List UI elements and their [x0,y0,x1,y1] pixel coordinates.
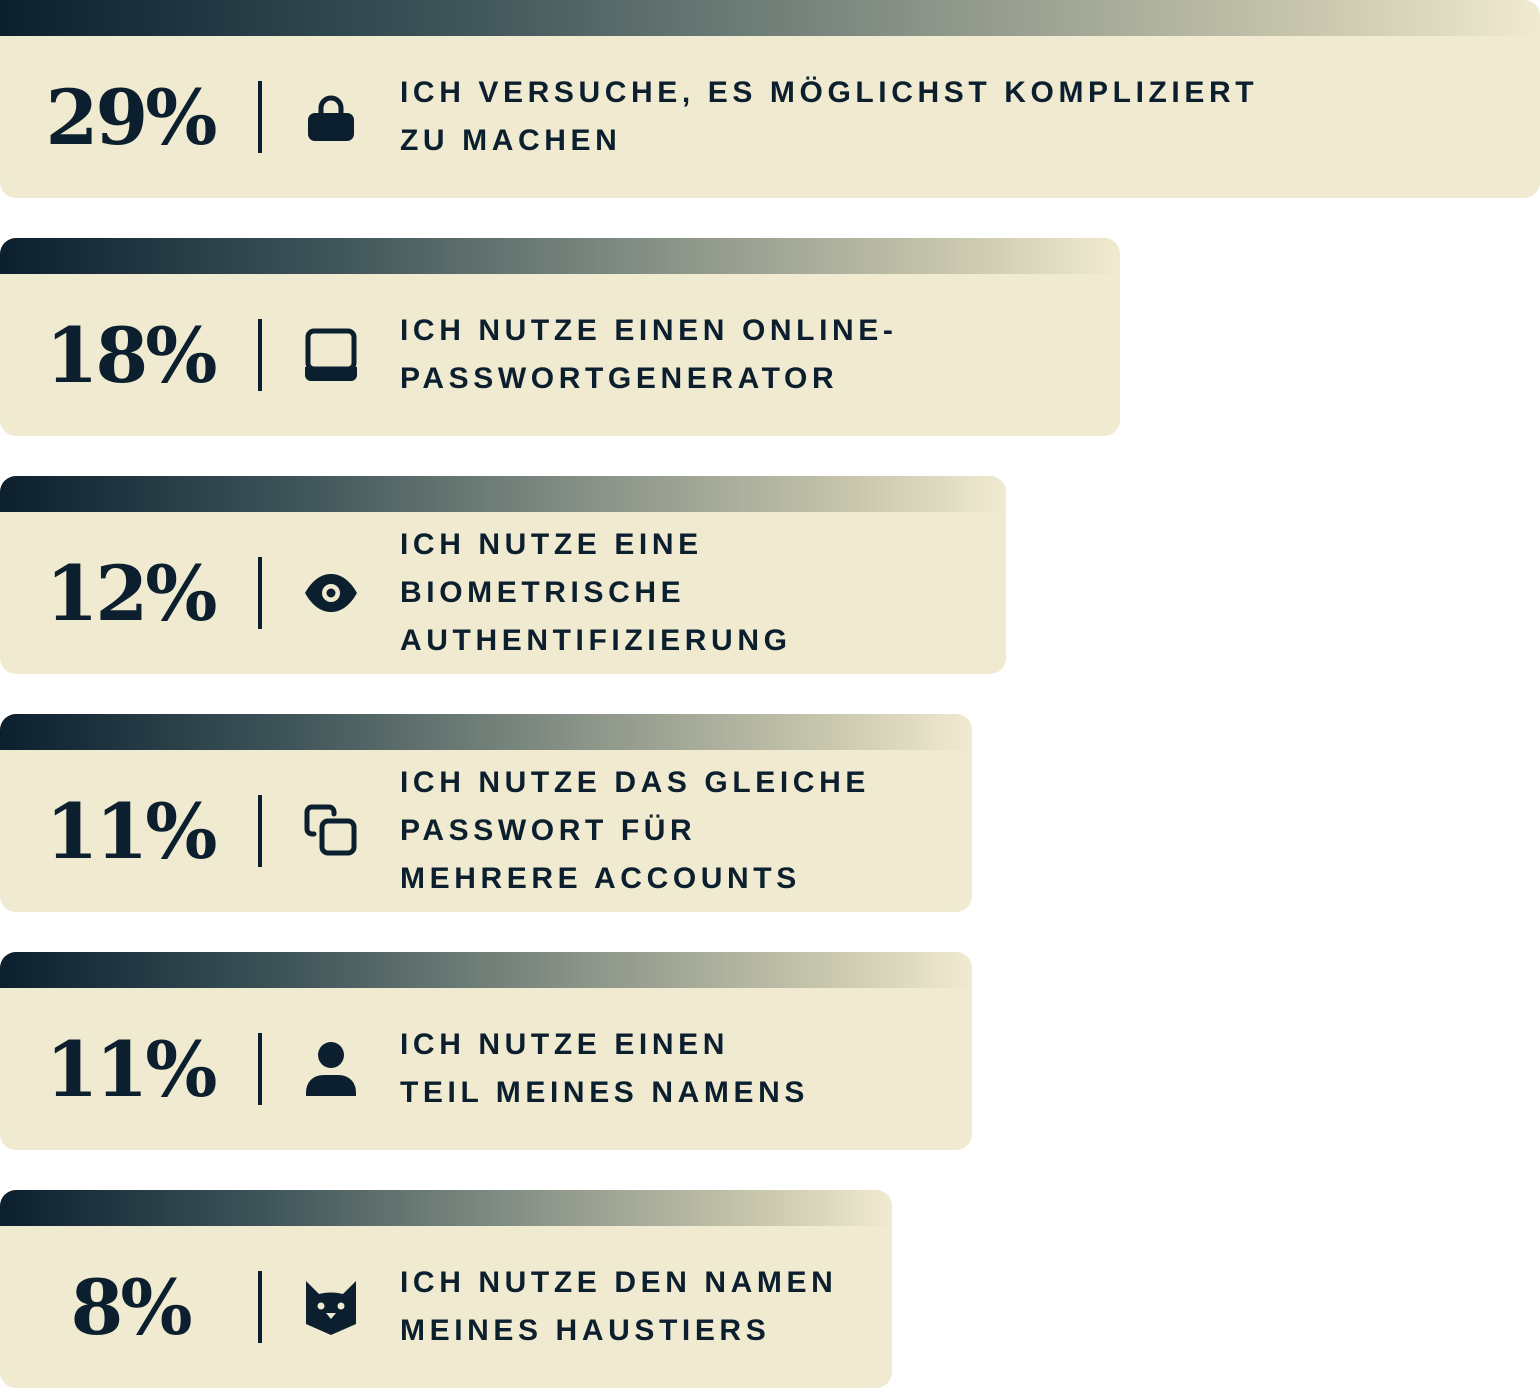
divider [258,1033,262,1105]
bar-label: ICH NUTZE DEN NAMEN MEINES HAUSTIERS [400,1226,872,1388]
bar-label-line: ICH NUTZE DAS GLEICHE [400,766,870,799]
divider [258,795,262,867]
bar-label-line: ICH NUTZE EINE [400,528,703,561]
bar-label-line: PASSWORTGENERATOR [400,362,839,395]
bar-label-line: ICH NUTZE DEN NAMEN [400,1266,838,1299]
bar-label-line: AUTHENTIFIZIERUNG [400,624,792,657]
percentage-value: 11% [45,1024,218,1114]
bar-label: ICH NUTZE EINEN ONLINE- PASSWORTGENERATOR [400,274,1100,436]
cat-icon [303,1279,359,1335]
bar-gradient-strip [0,238,1120,274]
divider [258,319,262,391]
bar-gradient-strip [0,0,1540,36]
bar-label-line: MEHRERE ACCOUNTS [400,862,801,895]
percentage-value: 12% [45,548,218,638]
bar-label: ICH NUTZE EINE BIOMETRISCHE AUTHENTIFIZIER… [400,512,986,674]
copy-icon [303,803,359,859]
lock-icon [303,89,359,145]
percentage-value: 18% [45,310,218,400]
laptop-icon [303,327,359,383]
bar-gradient-strip [0,952,972,988]
bar-label: ICH NUTZE DAS GLEICHE PASSWORT FÜR MEHRERE… [400,750,952,912]
bar-gradient-strip [0,714,972,750]
bar-label-line: ICH NUTZE EINEN ONLINE- [400,314,898,347]
bar-label-line: BIOMETRISCHE [400,576,686,609]
bar-label-line: ZU MACHEN [400,124,622,157]
divider [258,81,262,153]
bar: 11% ICH NUTZE EINEN TEIL MEINES NAMENS [0,952,972,1150]
bar: 8% ICH NUTZE DEN NAMEN MEINES HAUSTIERS [0,1190,892,1388]
bar: 12% ICH NUTZE EINE BIOMETRISCHE AUTHENTIFIZ… [0,476,1006,674]
bar-label: ICH NUTZE EINEN TEIL MEINES NAMENS [400,988,952,1150]
eye-icon [303,565,359,621]
bar-gradient-strip [0,1190,892,1226]
bar-label-line: MEINES HAUSTIERS [400,1314,771,1347]
bar-label: ICH VERSUCHE, ES MÖGLICHST KOMPLIZIERT ZU… [400,36,1520,198]
bar: 29% ICH VERSUCHE, ES MÖGLICHST KOMPLIZIER… [0,0,1540,198]
bar: 11% ICH NUTZE DAS GLEICHE PASSWORT FÜR MEHR… [0,714,972,912]
percentage-value: 29% [45,72,218,162]
bar-gradient-strip [0,476,1006,512]
bar-label-line: TEIL MEINES NAMENS [400,1076,809,1109]
divider [258,1271,262,1343]
bar-label-line: PASSWORT FÜR [400,814,697,847]
divider [258,557,262,629]
percentage-value: 8% [70,1262,192,1352]
user-icon [303,1041,359,1097]
bar: 18% ICH NUTZE EINEN ONLINE- PASSWORTGENERA… [0,238,1120,436]
bar-label-line: ICH NUTZE EINEN [400,1028,730,1061]
bar-label-line: ICH VERSUCHE, ES MÖGLICHST KOMPLIZIERT [400,76,1259,109]
percentage-value: 11% [45,786,218,876]
